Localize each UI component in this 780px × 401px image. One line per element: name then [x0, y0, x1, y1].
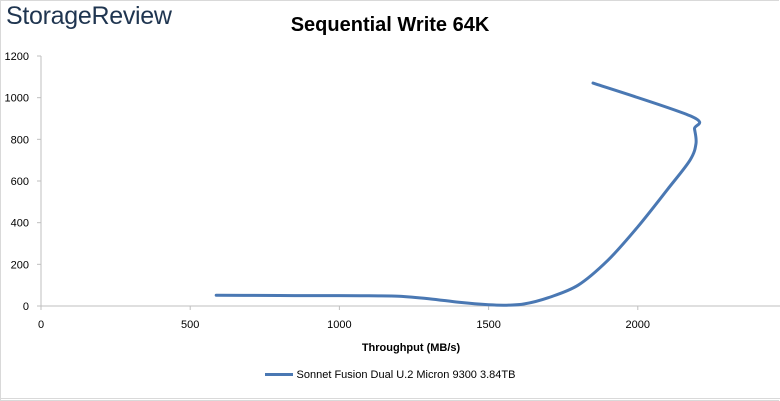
x-tick-label: 500	[181, 319, 199, 331]
y-tick-label: 200	[11, 259, 29, 271]
y-tick-label: 0	[23, 301, 29, 313]
x-axis-label: Throughput (MB/s)	[362, 342, 461, 354]
legend-swatch	[264, 372, 293, 376]
y-tick-label: 400	[11, 218, 29, 230]
series-group	[214, 81, 702, 307]
x-tick-label: 1000	[327, 319, 351, 331]
x-tick-label: 2000	[626, 319, 650, 331]
legend: Sonnet Fusion Dual U.2 Micron 9300 3.84T…	[0, 369, 780, 381]
x-axis: 05001000150020002	[38, 305, 780, 331]
x-tick-label: 0	[38, 319, 44, 331]
bottom-rule	[0, 398, 780, 399]
y-axis: 0 200 400 600 800 1000 1200	[5, 51, 42, 313]
y-tick-label: 600	[11, 176, 29, 188]
legend-entry-label: Sonnet Fusion Dual U.2 Micron 9300 3.84T…	[296, 369, 516, 381]
y-tick-label: 800	[11, 134, 29, 146]
y-tick-label: 1000	[5, 93, 29, 105]
chart-title: Sequential Write 64K	[290, 14, 490, 36]
series-line	[214, 81, 702, 307]
y-tick-label: 1200	[5, 51, 29, 63]
x-tick-label: 1500	[476, 319, 500, 331]
storagereview-logo: StorageReview	[6, 2, 172, 30]
